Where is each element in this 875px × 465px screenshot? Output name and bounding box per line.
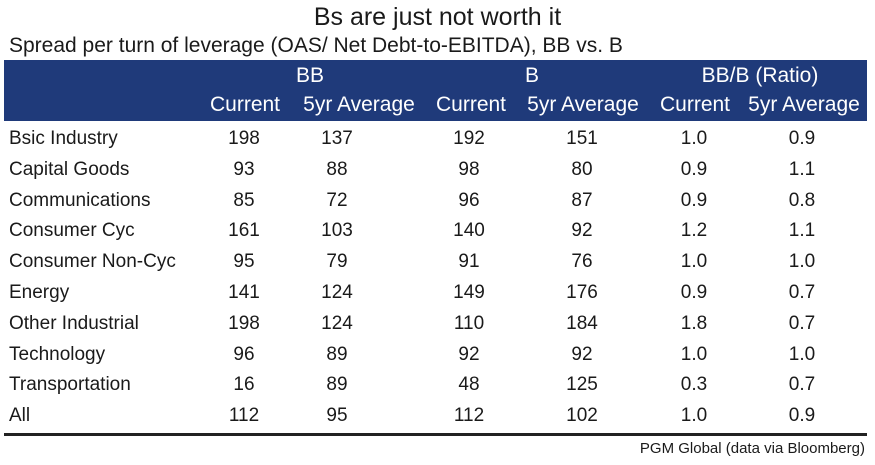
row-label: Bsic Industry: [9, 128, 118, 149]
cell-ratio-5yr-average: 0.7: [788, 374, 816, 396]
cell-ratio-current: 1.0: [680, 251, 708, 273]
cell-ratio-current: 1.2: [680, 220, 708, 242]
cell-b-5yr-average: 76: [571, 251, 593, 273]
table-body: Bsic Industry 198 137 192 151 1.0 0.9 Capital G…: [4, 124, 867, 432]
table-bottom-rule: [4, 433, 867, 436]
cell-b-current: 48: [458, 374, 480, 396]
cell-bb-current: 96: [233, 343, 255, 365]
cell-bb-current: 112: [228, 405, 260, 427]
table-row: Energy 141 124 149 176 0.9 0.7: [4, 278, 867, 309]
header-bb-5yr-average: 5yr Average: [303, 93, 415, 116]
table-row: Consumer Non-Cyc 95 79 91 76 1.0 1.0: [4, 247, 867, 278]
cell-ratio-current: 1.0: [680, 405, 708, 427]
cell-b-5yr-average: 80: [571, 158, 593, 180]
cell-b-current: 140: [453, 220, 485, 242]
cell-b-5yr-average: 102: [566, 405, 598, 427]
cell-bb-5yr-average: 72: [326, 189, 348, 211]
cell-ratio-5yr-average: 0.9: [788, 128, 816, 149]
cell-bb-current: 85: [233, 189, 255, 211]
cell-ratio-5yr-average: 1.1: [788, 158, 816, 180]
cell-bb-current: 93: [233, 158, 255, 180]
table-row: Transportation 16 89 48 125 0.3 0.7: [4, 370, 867, 401]
cell-ratio-current: 0.9: [680, 189, 708, 211]
header-ratio-current: Current: [659, 93, 731, 116]
cell-bb-5yr-average: 124: [321, 281, 353, 303]
cell-bb-5yr-average: 103: [321, 220, 353, 242]
cell-b-5yr-average: 92: [571, 220, 593, 242]
header-group-b: B: [524, 64, 539, 87]
row-label: All: [9, 405, 31, 427]
cell-b-5yr-average: 92: [571, 343, 593, 365]
cell-ratio-5yr-average: 0.7: [788, 312, 816, 334]
header-ratio-5yr-average: 5yr Average: [748, 93, 860, 116]
cell-bb-current: 16: [233, 374, 255, 396]
cell-bb-5yr-average: 137: [321, 128, 353, 149]
table-row: Bsic Industry 198 137 192 151 1.0 0.9: [4, 124, 867, 155]
cell-bb-5yr-average: 88: [326, 158, 348, 180]
cell-b-current: 192: [453, 128, 485, 149]
cell-ratio-5yr-average: 0.8: [788, 189, 816, 211]
cell-ratio-5yr-average: 0.9: [788, 405, 816, 427]
cell-b-current: 91: [458, 251, 480, 273]
chart-title: Bs are just not worth it: [313, 3, 562, 31]
cell-ratio-current: 1.8: [680, 312, 708, 334]
header-group-ratio: BB/B (Ratio): [701, 64, 819, 87]
header-b-current: Current: [435, 93, 507, 116]
cell-b-current: 110: [453, 312, 485, 334]
cell-b-current: 149: [453, 281, 485, 303]
table-row: Capital Goods 93 88 98 80 0.9 1.1: [4, 155, 867, 186]
cell-ratio-current: 0.9: [680, 281, 708, 303]
cell-b-5yr-average: 125: [566, 374, 598, 396]
cell-bb-current: 198: [228, 128, 260, 149]
cell-bb-5yr-average: 89: [326, 343, 348, 365]
row-label: Capital Goods: [9, 158, 130, 180]
row-label: Technology: [9, 343, 106, 365]
cell-b-5yr-average: 151: [566, 128, 598, 149]
row-label: Consumer Cyc: [9, 220, 135, 242]
row-label: Other Industrial: [9, 312, 139, 334]
row-label: Transportation: [9, 374, 131, 396]
table-row: All 112 95 112 102 1.0 0.9: [4, 401, 867, 432]
header-group-bb: BB: [295, 64, 324, 87]
cell-ratio-5yr-average: 0.7: [788, 281, 816, 303]
cell-bb-5yr-average: 79: [326, 251, 348, 273]
cell-ratio-5yr-average: 1.1: [788, 220, 816, 242]
cell-bb-current: 95: [233, 251, 255, 273]
table-row: Other Industrial 198 124 110 184 1.8 0.7: [4, 309, 867, 340]
cell-bb-5yr-average: 124: [321, 312, 353, 334]
row-label: Communications: [9, 189, 151, 211]
cell-ratio-current: 1.0: [680, 343, 708, 365]
cell-ratio-5yr-average: 1.0: [788, 251, 816, 273]
table-header: BB B BB/B (Ratio) Current 5yr Average Cu…: [4, 60, 867, 121]
header-b-5yr-average: 5yr Average: [527, 93, 639, 116]
cell-ratio-current: 1.0: [680, 128, 708, 149]
cell-ratio-5yr-average: 1.0: [788, 343, 816, 365]
cell-b-current: 112: [453, 405, 485, 427]
cell-b-5yr-average: 184: [566, 312, 598, 334]
cell-b-current: 98: [458, 158, 480, 180]
row-label: Energy: [9, 281, 70, 303]
table-row: Consumer Cyc 161 103 140 92 1.2 1.1: [4, 216, 867, 247]
source-note: PGM Global (data via Bloomberg): [639, 440, 865, 457]
cell-ratio-current: 0.9: [680, 158, 708, 180]
cell-bb-current: 198: [228, 312, 260, 334]
cell-b-current: 96: [458, 189, 480, 211]
header-bb-current: Current: [209, 93, 281, 116]
cell-bb-current: 141: [228, 281, 260, 303]
row-label: Consumer Non-Cyc: [9, 251, 176, 273]
cell-b-5yr-average: 176: [566, 281, 598, 303]
cell-b-current: 92: [458, 343, 480, 365]
cell-b-5yr-average: 87: [571, 189, 593, 211]
table-row: Technology 96 89 92 92 1.0 1.0: [4, 340, 867, 371]
chart-subtitle: Spread per turn of leverage (OAS/ Net De…: [9, 34, 623, 57]
cell-bb-5yr-average: 89: [326, 374, 348, 396]
cell-bb-current: 161: [228, 220, 260, 242]
cell-ratio-current: 0.3: [680, 374, 708, 396]
cell-bb-5yr-average: 95: [326, 405, 348, 427]
table-row: Communications 85 72 96 87 0.9 0.8: [4, 186, 867, 217]
